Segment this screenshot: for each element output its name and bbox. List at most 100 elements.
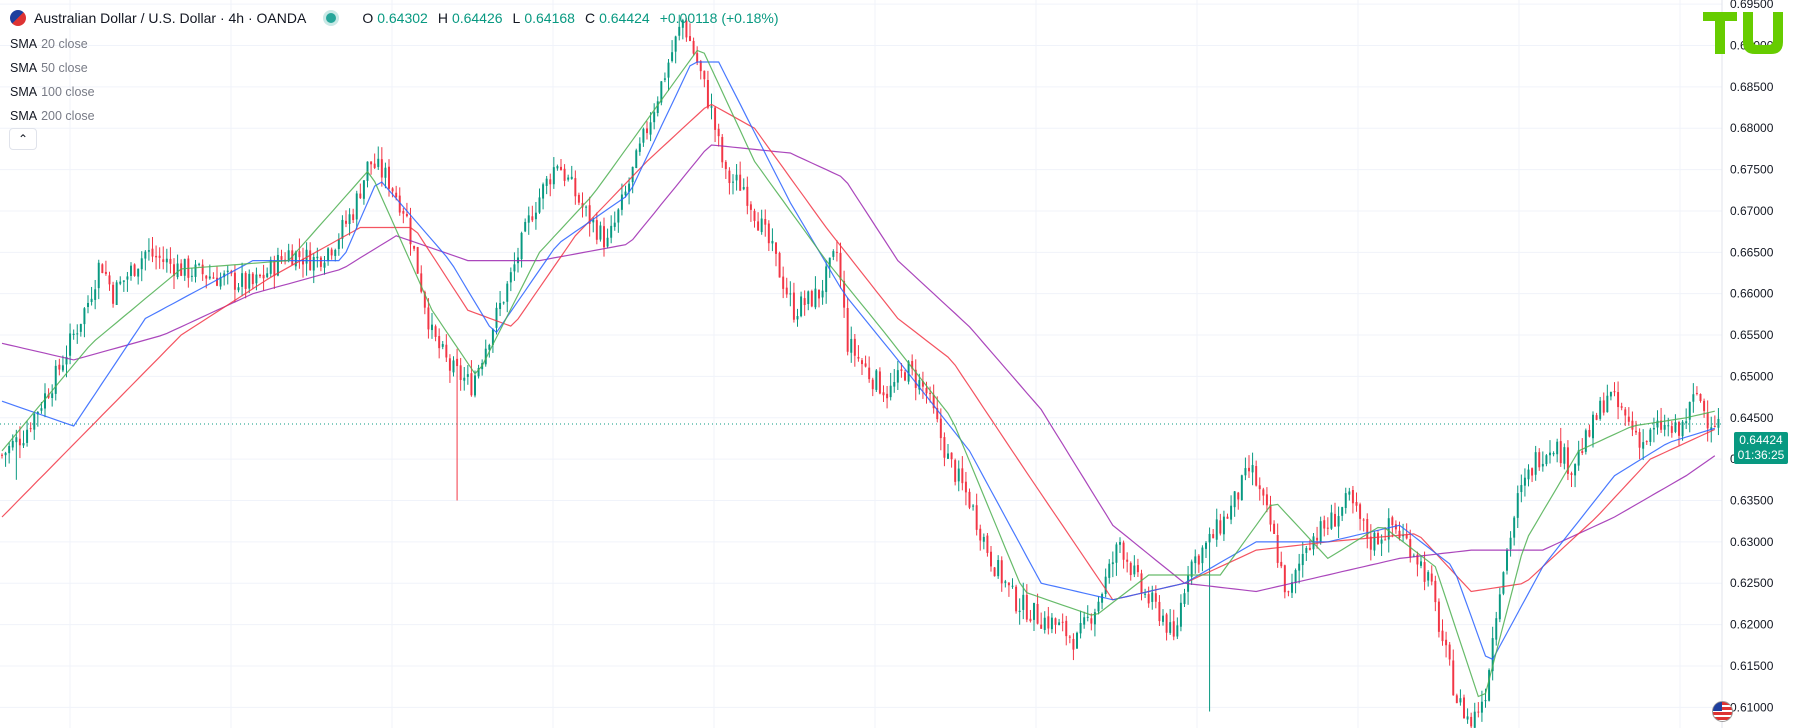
candle-body xyxy=(1,454,3,456)
candle-body xyxy=(413,245,416,249)
candle-body xyxy=(216,277,218,286)
candle-body xyxy=(703,70,706,80)
candle-body xyxy=(1420,561,1422,566)
candle-body xyxy=(982,536,985,542)
price-tick-label: 0.61000 xyxy=(1730,700,1774,714)
candle-body xyxy=(1351,490,1354,504)
candle-body xyxy=(420,273,423,292)
candle-body xyxy=(255,274,258,284)
candle-body xyxy=(1269,504,1272,525)
candle-body xyxy=(341,219,344,239)
candle-body xyxy=(1172,621,1175,637)
candle-body xyxy=(714,107,717,130)
candle-body xyxy=(201,264,204,275)
candle-body xyxy=(925,387,928,394)
collapse-studies-button[interactable]: ⌃ xyxy=(9,128,37,150)
study-sma-50[interactable]: SMA 50 close xyxy=(10,59,95,83)
candle-body xyxy=(760,218,763,233)
candle-body xyxy=(1484,700,1487,702)
candle-body xyxy=(298,251,301,258)
candle-body xyxy=(742,187,745,190)
candle-body xyxy=(957,468,960,482)
candle-body xyxy=(1631,420,1634,430)
candle-body xyxy=(900,369,903,371)
candle-body xyxy=(1627,416,1630,422)
candle-body xyxy=(1534,452,1537,475)
candle-body xyxy=(1652,428,1655,430)
candle-body xyxy=(319,257,322,267)
candle-body xyxy=(1276,535,1279,563)
candle-body xyxy=(746,186,749,206)
candle-body xyxy=(337,239,340,249)
candle-body xyxy=(1430,573,1433,582)
candle-body xyxy=(316,256,319,259)
candle-body xyxy=(563,168,566,181)
candle-body xyxy=(1341,507,1344,516)
candle-body xyxy=(656,101,659,114)
candle-body xyxy=(1068,636,1071,638)
candle-body xyxy=(889,385,892,398)
candle-body xyxy=(1545,455,1548,465)
candle-body xyxy=(943,437,946,458)
candle-body xyxy=(1452,660,1455,696)
candle-body xyxy=(1273,523,1276,534)
candle-body xyxy=(1154,593,1157,602)
price-tick-label: 0.62000 xyxy=(1730,618,1774,632)
candle-body xyxy=(1029,618,1032,622)
candle-body xyxy=(649,122,652,135)
study-sma-100[interactable]: SMA 100 close xyxy=(10,83,95,107)
candle-body xyxy=(1079,622,1082,634)
candle-body xyxy=(1011,585,1014,587)
candle-body xyxy=(1226,516,1229,519)
candle-body xyxy=(796,316,799,320)
candle-body xyxy=(47,394,50,398)
candle-body xyxy=(520,232,523,260)
candle-body xyxy=(352,214,355,221)
candle-body xyxy=(1516,493,1519,518)
candle-body xyxy=(1298,563,1301,571)
candle-body xyxy=(1025,594,1028,620)
usd-flag-icon[interactable] xyxy=(1712,701,1733,722)
candle-body xyxy=(1480,701,1483,713)
candle-body xyxy=(803,298,806,306)
candle-body xyxy=(1144,593,1147,595)
candle-body xyxy=(1255,466,1258,486)
candle-body xyxy=(495,307,498,328)
candle-body xyxy=(1563,447,1566,464)
candle-body xyxy=(1108,563,1111,578)
candle-body xyxy=(1362,519,1365,521)
market-status-icon[interactable] xyxy=(326,13,337,23)
symbol-legend[interactable]: Australian Dollar / U.S. Dollar · 4h · O… xyxy=(10,10,779,26)
candle-body xyxy=(778,253,781,278)
candle-body xyxy=(405,213,408,217)
candle-body xyxy=(1369,536,1372,550)
study-sma-200[interactable]: SMA 200 close xyxy=(10,107,95,131)
candle-body xyxy=(1305,548,1308,553)
candle-body xyxy=(1344,493,1347,509)
price-axis[interactable]: 0.61000 0.61500 0.62000 0.62500 0.63000 0.635… xyxy=(1721,0,1800,728)
candle-body xyxy=(1377,532,1379,545)
candle-body xyxy=(1101,594,1104,603)
high-value: 0.64426 xyxy=(451,10,503,26)
candle-body xyxy=(1093,612,1096,625)
candle-body xyxy=(800,296,803,317)
candle-body xyxy=(1538,452,1541,468)
candle-body xyxy=(1337,516,1340,527)
candle-body xyxy=(219,277,222,287)
candle-body xyxy=(1613,391,1616,393)
candle-body xyxy=(1230,505,1233,520)
symbol-title[interactable]: Australian Dollar / U.S. Dollar · 4h · O… xyxy=(34,10,307,26)
candle-body xyxy=(789,293,792,295)
candle-body xyxy=(1190,561,1193,577)
study-sma-20[interactable]: SMA 20 close xyxy=(10,35,95,59)
candle-body xyxy=(452,360,455,373)
candle-body xyxy=(921,381,924,387)
candle-body xyxy=(1394,524,1397,530)
candle-body xyxy=(1215,519,1218,540)
bar-countdown: 01:36:25 xyxy=(1737,448,1785,462)
candle-body xyxy=(276,254,279,276)
candle-body xyxy=(1047,616,1050,629)
candle-body xyxy=(1513,517,1516,538)
